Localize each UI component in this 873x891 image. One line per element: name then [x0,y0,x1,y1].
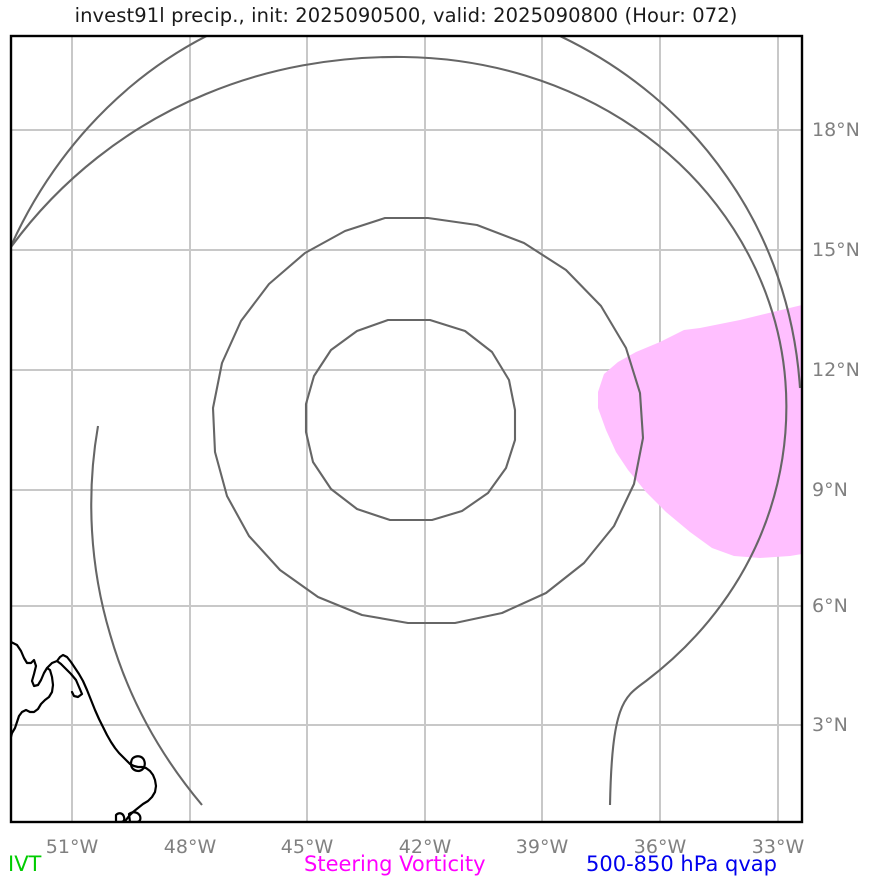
y-tick-label: 18°N [812,119,860,141]
plot-border [9,34,804,824]
legend-label-steering-vorticity: Steering Vorticity [304,852,486,876]
steering-vorticity-contours [11,36,802,806]
legend-label-qvap: 500-850 hPa qvap [586,852,777,876]
coastline-island-1 [129,755,146,773]
x-tick-label: 42°W [398,836,452,858]
page-title: invest91l precip., init: 2025090500, val… [74,4,738,27]
x-tick-label: 39°W [515,836,569,858]
precip-shading-group [598,305,802,558]
vorticity-contour-level-2 [211,216,645,625]
vorticity-contour-level-4c [90,425,203,806]
x-tick-label: 45°W [280,836,334,858]
coastline-main [11,640,158,822]
x-tick-label: 36°W [633,836,687,858]
x-tick-label: 51°W [45,836,99,858]
vorticity-contour-level-1 [304,318,517,522]
vorticity-contour-level-4b [559,36,802,389]
vorticity-contour-level-3 [11,55,788,806]
legend-label-ivt: IVT [8,852,42,876]
y-tick-label: 15°N [812,239,860,261]
y-tick-label: 12°N [812,359,860,381]
y-tick-label: 3°N [812,714,848,736]
vorticity-contour-level-4 [11,36,210,247]
y-tick-label: 9°N [812,479,848,501]
coastline-group [11,640,158,822]
precip-filled-region [598,305,802,558]
x-tick-label: 48°W [163,836,217,858]
y-tick-label: 6°N [812,595,848,617]
x-tick-label: 33°W [751,836,805,858]
